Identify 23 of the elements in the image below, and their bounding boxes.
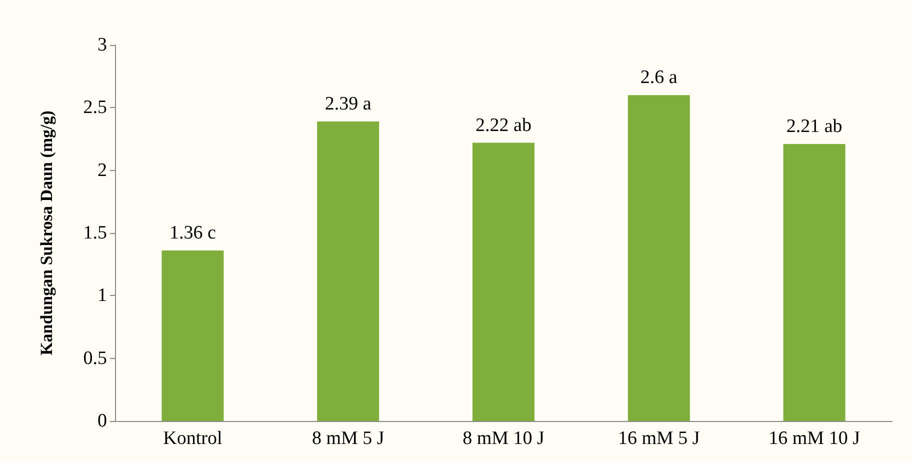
bar (472, 142, 534, 421)
y-tick-label: 0.5 (83, 348, 107, 369)
y-tick-label: 2.5 (83, 97, 107, 118)
x-tick-label: 8 mM 10 J (462, 428, 544, 449)
data-label: 2.21 ab (786, 116, 842, 138)
data-label: 1.36 c (169, 222, 216, 244)
y-tick-label: 1.5 (83, 222, 107, 244)
bar (783, 144, 846, 421)
x-tick-label: 16 mM 5 J (618, 428, 700, 449)
y-tick-label: 1 (98, 285, 107, 306)
y-tick-label: 0 (98, 410, 107, 432)
data-label: 2.39 a (324, 93, 372, 114)
data-label: 2.22 ab (476, 114, 532, 136)
y-tick-label: 3 (98, 34, 107, 56)
y-axis-title: Kandungan Sukrosa Daun (mg/g) (37, 110, 56, 356)
x-tick-label: 16 mM 10 J (768, 428, 860, 449)
bar (317, 121, 380, 421)
bar (628, 95, 690, 421)
data-label: 2.6 a (640, 67, 678, 88)
x-tick-label: 8 mM 5 J (312, 428, 384, 449)
bar (162, 250, 224, 421)
y-tick-label: 2 (98, 160, 107, 181)
x-tick-label: Kontrol (163, 428, 222, 449)
